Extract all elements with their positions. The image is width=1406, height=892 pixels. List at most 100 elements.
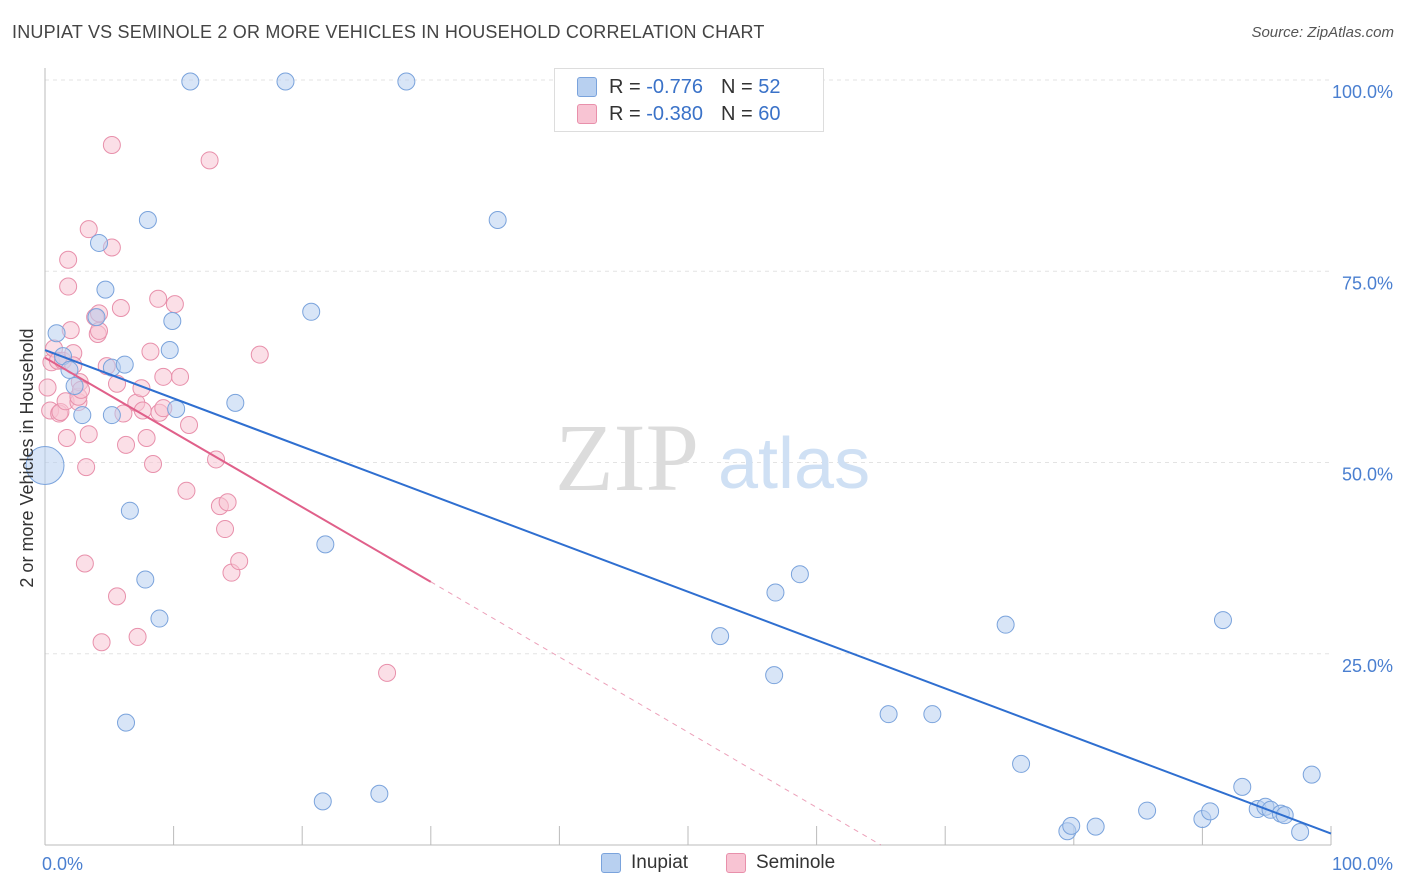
- inupiat-point: [160, 341, 179, 360]
- legend-item-inupiat[interactable]: Inupiat: [601, 852, 688, 874]
- inupiat-point: [1138, 801, 1157, 820]
- watermark-zip: ZIP: [555, 404, 699, 511]
- seminole-point: [177, 481, 196, 500]
- watermark-atlas: atlas: [718, 424, 870, 504]
- inupiat-point: [25, 446, 65, 486]
- inupiat-point: [102, 406, 121, 425]
- seminole-point: [141, 342, 160, 361]
- inupiat-point: [73, 406, 92, 425]
- seminole-trend-line: [44, 356, 432, 583]
- inupiat-point: [302, 302, 321, 321]
- stats-row-inupiat: R = -0.776 N = 52: [577, 75, 780, 99]
- inupiat-point: [117, 713, 136, 732]
- seminole-point: [378, 663, 397, 682]
- inupiat-point: [1062, 816, 1081, 835]
- inupiat-point: [879, 705, 898, 724]
- seminole-point: [128, 627, 147, 646]
- stats-row-seminole: R = -0.380 N = 60: [577, 102, 780, 126]
- inupiat-swatch: [577, 77, 597, 97]
- n-label: N =: [720, 102, 753, 125]
- inupiat-legend-swatch: [601, 853, 621, 873]
- stats-legend: R = -0.776 N = 52 R = -0.380 N = 60: [554, 68, 824, 132]
- legend-item-seminole[interactable]: Seminole: [726, 852, 835, 874]
- tick-labels: 100.0% 75.0% 50.0% 25.0% 0.0% 100.0%: [42, 82, 1393, 874]
- inupiat-point: [1213, 611, 1232, 630]
- legend-label-inupiat: Inupiat: [631, 852, 689, 873]
- inupiat-point: [167, 399, 186, 418]
- inupiat-point: [766, 583, 785, 602]
- seminole-point: [154, 367, 173, 386]
- x-tick-label: 100.0%: [1332, 854, 1393, 874]
- n-value: 52: [758, 75, 781, 98]
- seminole-point: [57, 429, 76, 448]
- seminole-point: [59, 277, 78, 296]
- y-tick-label: 25.0%: [1342, 656, 1393, 676]
- inupiat-point: [1086, 817, 1105, 836]
- inupiat-point: [1233, 777, 1252, 796]
- r-value: -0.380: [646, 102, 703, 125]
- y-tick-label: 75.0%: [1342, 273, 1393, 293]
- inupiat-point: [488, 210, 507, 229]
- n-value: 60: [758, 102, 781, 125]
- seminole-point: [117, 435, 136, 454]
- inupiat-point: [790, 565, 809, 584]
- x-tick-label: 0.0%: [42, 854, 83, 874]
- seminole-point: [77, 458, 96, 477]
- inupiat-trend-line: [44, 349, 1332, 835]
- inupiat-point: [163, 311, 182, 330]
- inupiat-point: [96, 280, 115, 299]
- inupiat-point: [87, 308, 106, 327]
- inupiat-point: [138, 210, 157, 229]
- inupiat-point: [1012, 754, 1031, 773]
- seminole-point: [79, 220, 98, 239]
- seminole-point: [108, 587, 127, 606]
- y-axis-label: 2 or more Vehicles in Household: [17, 328, 37, 587]
- r-label: R =: [609, 75, 641, 98]
- inupiat-point: [150, 609, 169, 628]
- seminole-point: [102, 136, 121, 155]
- seminole-point: [59, 250, 78, 269]
- seminole-legend-swatch: [726, 853, 746, 873]
- inupiat-point: [136, 570, 155, 589]
- n-label: N =: [720, 75, 753, 98]
- inupiat-point: [397, 72, 416, 91]
- inupiat-point: [711, 627, 730, 646]
- seminole-point: [180, 416, 199, 435]
- inupiat-point: [181, 72, 200, 91]
- inupiat-point: [765, 666, 784, 685]
- trend-lines: [44, 349, 1332, 846]
- seminole-point: [165, 295, 184, 314]
- seminole-point: [216, 520, 235, 539]
- inupiat-point: [120, 501, 139, 520]
- inupiat-point: [923, 705, 942, 724]
- seminole-point: [200, 151, 219, 170]
- seminole-point: [79, 425, 98, 444]
- inupiat-point: [1201, 802, 1220, 821]
- inupiat-point: [313, 792, 332, 811]
- seminole-point: [149, 289, 168, 308]
- inupiat-point: [370, 784, 389, 803]
- seminole-point: [137, 429, 156, 448]
- seminole-point: [250, 345, 269, 364]
- series-legend: Inupiat Seminole: [0, 852, 1406, 878]
- seminole-trend-extension: [430, 581, 882, 846]
- inupiat-point: [996, 615, 1015, 634]
- seminole-point: [144, 455, 163, 474]
- chart-title: INUPIAT VS SEMINOLE 2 OR MORE VEHICLES I…: [12, 22, 765, 42]
- seminole-point: [218, 493, 237, 512]
- legend-label-seminole: Seminole: [756, 852, 836, 873]
- seminole-point: [38, 378, 57, 397]
- r-label: R =: [609, 102, 641, 125]
- inupiat-point: [226, 393, 245, 412]
- inupiat-point: [1291, 822, 1310, 841]
- inupiat-point: [115, 355, 134, 374]
- inupiat-point: [65, 377, 84, 395]
- y-tick-label: 50.0%: [1342, 465, 1393, 485]
- watermark: ZIP atlas: [555, 404, 870, 511]
- inupiat-point: [276, 72, 295, 91]
- source-label: Source: ZipAtlas.com: [1251, 24, 1394, 41]
- seminole-point: [171, 367, 190, 386]
- seminole-point: [92, 633, 111, 652]
- y-tick-label: 100.0%: [1332, 82, 1393, 102]
